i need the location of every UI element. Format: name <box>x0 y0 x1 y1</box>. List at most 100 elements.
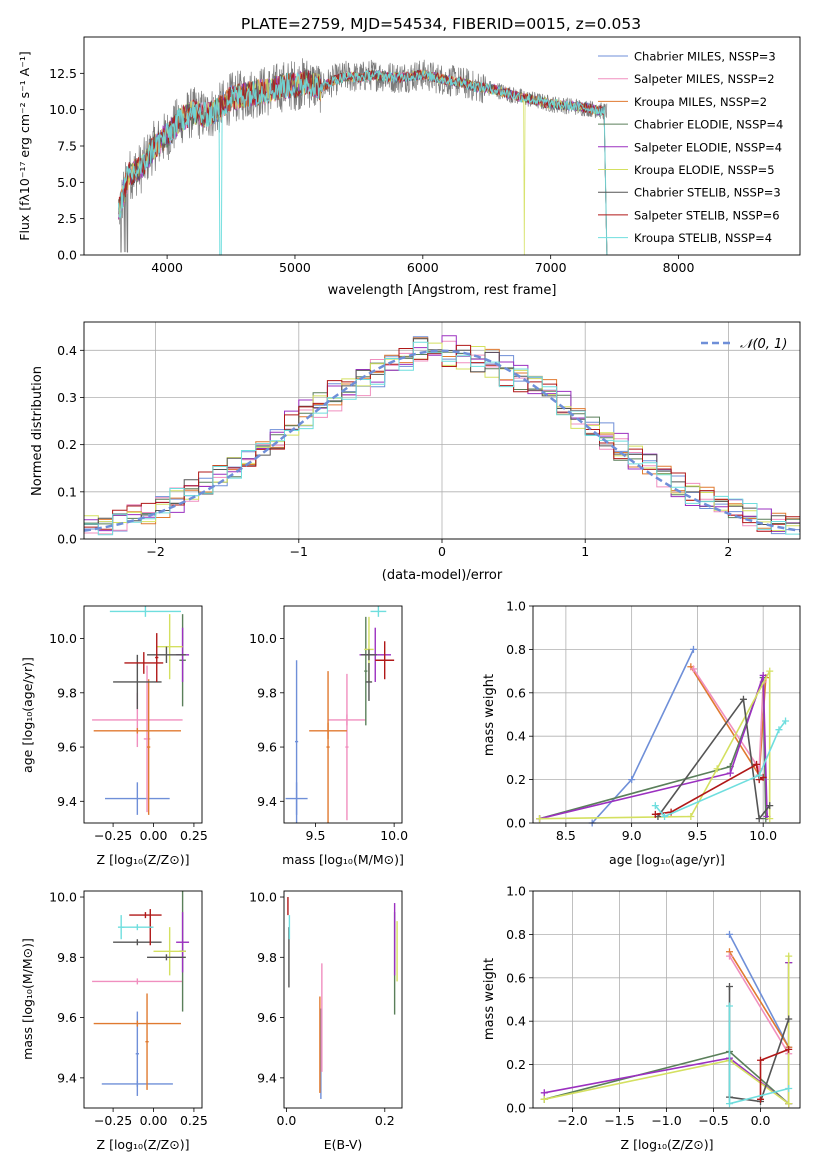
legend-entry: Chabrier ELODIE, NSSP=4 <box>634 118 783 132</box>
y-tick-label: 10.0 <box>249 631 277 646</box>
weight-point-marker <box>785 1045 793 1053</box>
age-vs-Z-frame <box>83 605 203 824</box>
weight-point-marker <box>725 930 733 938</box>
weight-point-marker <box>766 667 774 675</box>
weight-vs-Z-ylabel: mass weight <box>482 958 497 1040</box>
spectrum-plot-area <box>117 58 608 256</box>
weight-point-marker <box>651 802 659 810</box>
weight-series-line <box>544 956 790 1106</box>
legend-entry: Chabrier MILES, NSSP=3 <box>634 50 776 64</box>
x-tick-label: 10.0 <box>380 828 408 843</box>
y-tick-label: 0.0 <box>57 532 77 547</box>
histogram-step-line <box>84 341 800 536</box>
x-tick-label: 0.00 <box>140 828 168 843</box>
mass-vs-Z-xlabel: Z [log₁₀(Z/Z⊙)] <box>97 1137 190 1152</box>
residuals-legend: 𝒩(0, 1) <box>701 337 787 352</box>
y-tick-label: 10.0 <box>49 102 77 117</box>
weight-point-marker <box>628 776 636 784</box>
y-tick-label: 9.8 <box>257 950 277 965</box>
x-tick-label: 0.00 <box>140 1113 168 1128</box>
weight-vs-age-ylabel: mass weight <box>482 674 497 756</box>
x-tick-label: 0.25 <box>180 1113 208 1128</box>
y-tick-label: 9.6 <box>257 740 277 755</box>
weight-point-marker <box>759 671 767 679</box>
x-tick-label: 9.5 <box>687 828 707 843</box>
weight-series-line <box>728 955 790 1055</box>
weight-point-marker <box>755 815 763 823</box>
y-tick-label: 2.5 <box>57 211 77 226</box>
normal-curve-legend-label: 𝒩(0, 1) <box>740 337 787 352</box>
x-tick-label: −0.25 <box>94 828 132 843</box>
weight-series-line <box>539 670 771 820</box>
spectrum-panel: PLATE=2759, MJD=54534, FIBERID=0015, z=0… <box>17 15 801 298</box>
age-vs-Z-xlabel: Z [log₁₀(Z/Z⊙)] <box>97 852 190 867</box>
weight-point-marker <box>661 812 669 820</box>
weight-point-marker <box>755 771 763 779</box>
y-tick-label: 0.4 <box>506 729 526 744</box>
weight-series-line <box>657 697 771 821</box>
weight-point-marker <box>785 1084 793 1092</box>
y-tick-label: 9.8 <box>57 950 77 965</box>
x-tick-label: 9.0 <box>622 828 642 843</box>
y-tick-label: 9.6 <box>57 740 77 755</box>
legend-entry: Salpeter ELODIE, NSSP=4 <box>634 140 782 154</box>
weight-point-marker <box>759 773 767 781</box>
y-tick-label: 10.0 <box>49 631 77 646</box>
y-tick-label: 9.6 <box>257 1010 277 1025</box>
x-tick-label: 8.5 <box>556 828 576 843</box>
y-tick-label: 0.0 <box>506 1101 526 1116</box>
weight-point-marker <box>540 1095 548 1103</box>
weight-point-marker <box>725 982 733 990</box>
y-tick-label: 0.4 <box>57 343 77 358</box>
mass-vs-ebv-xlabel: E(B-V) <box>324 1137 363 1152</box>
x-tick-label: 6000 <box>407 260 439 275</box>
y-tick-label: 0.8 <box>506 642 526 657</box>
y-tick-label: 12.5 <box>49 66 77 81</box>
weight-vs-age-frame <box>532 605 801 824</box>
mass-vs-Z-ticks: −0.25 0.00 0.25 9.4 9.6 9.8 10.0 <box>49 890 208 1128</box>
weight-series-line <box>728 934 790 1048</box>
y-tick-label: 9.4 <box>57 794 77 809</box>
weight-point-marker <box>725 1100 733 1108</box>
y-tick-label: 10.0 <box>49 890 77 905</box>
weight-vs-Z-plot-area <box>540 930 793 1108</box>
y-tick-label: 0.3 <box>57 390 77 405</box>
y-tick-label: 0.8 <box>506 927 526 942</box>
x-tick-label: 0.0 <box>277 1113 297 1128</box>
y-tick-label: 0.6 <box>506 685 526 700</box>
weight-vs-age-plot-area <box>536 645 790 827</box>
y-tick-label: 0.4 <box>506 1014 526 1029</box>
weight-point-marker <box>785 1015 793 1023</box>
y-tick-label: 7.5 <box>57 139 77 154</box>
residuals-ticks: −2 −1 0 1 2 0.0 0.1 0.2 0.3 0.4 <box>57 343 732 559</box>
weight-point-marker <box>785 1100 793 1108</box>
legend-entry: Chabrier STELIB, NSSP=3 <box>634 186 781 200</box>
residuals-plot-area <box>83 335 801 536</box>
y-tick-label: 5.0 <box>57 175 77 190</box>
age-vs-mass-plot-area <box>285 606 395 823</box>
y-tick-label: 9.4 <box>257 1070 277 1085</box>
age-vs-mass-xlabel: mass [log₁₀(M/M⊙)] <box>282 852 404 867</box>
weight-point-marker <box>536 815 544 823</box>
y-tick-label: 9.6 <box>57 1010 77 1025</box>
weight-point-marker <box>766 802 774 810</box>
legend-entry: Kroupa STELIB, NSSP=4 <box>634 231 772 245</box>
x-tick-label: −1 <box>290 544 308 559</box>
weight-point-marker <box>757 1095 765 1103</box>
observed-spectrum-line <box>118 58 608 253</box>
weight-vs-Z-ticks: −2.0 −1.5 −1.0 −0.5 0.0 0.0 0.2 0.4 0.6 0.8 1.0 <box>506 884 770 1129</box>
spectrum-xlabel: wavelength [Angstrom, rest frame] <box>328 283 557 298</box>
spectrum-legend: Chabrier MILES, NSSP=3 Salpeter MILES, NS… <box>598 50 783 245</box>
weight-series-line <box>539 677 767 820</box>
weight-point-marker <box>782 717 790 725</box>
x-tick-label: 10.0 <box>749 828 777 843</box>
x-tick-label: 0 <box>438 544 446 559</box>
y-tick-label: 9.8 <box>57 685 77 700</box>
mass-vs-ebv-panel: 0.0 0.2 9.4 9.6 9.8 10.0 E(B-V) <box>249 890 403 1152</box>
weight-vs-age-ticks: 8.5 9.0 9.5 10.0 0.0 0.2 0.4 0.6 0.8 1.0 <box>506 599 777 844</box>
mass-vs-Z-plot-area <box>92 891 190 1096</box>
y-tick-label: 0.0 <box>57 248 77 263</box>
x-tick-label: 4000 <box>151 260 183 275</box>
model-spectrum-line <box>117 69 608 256</box>
